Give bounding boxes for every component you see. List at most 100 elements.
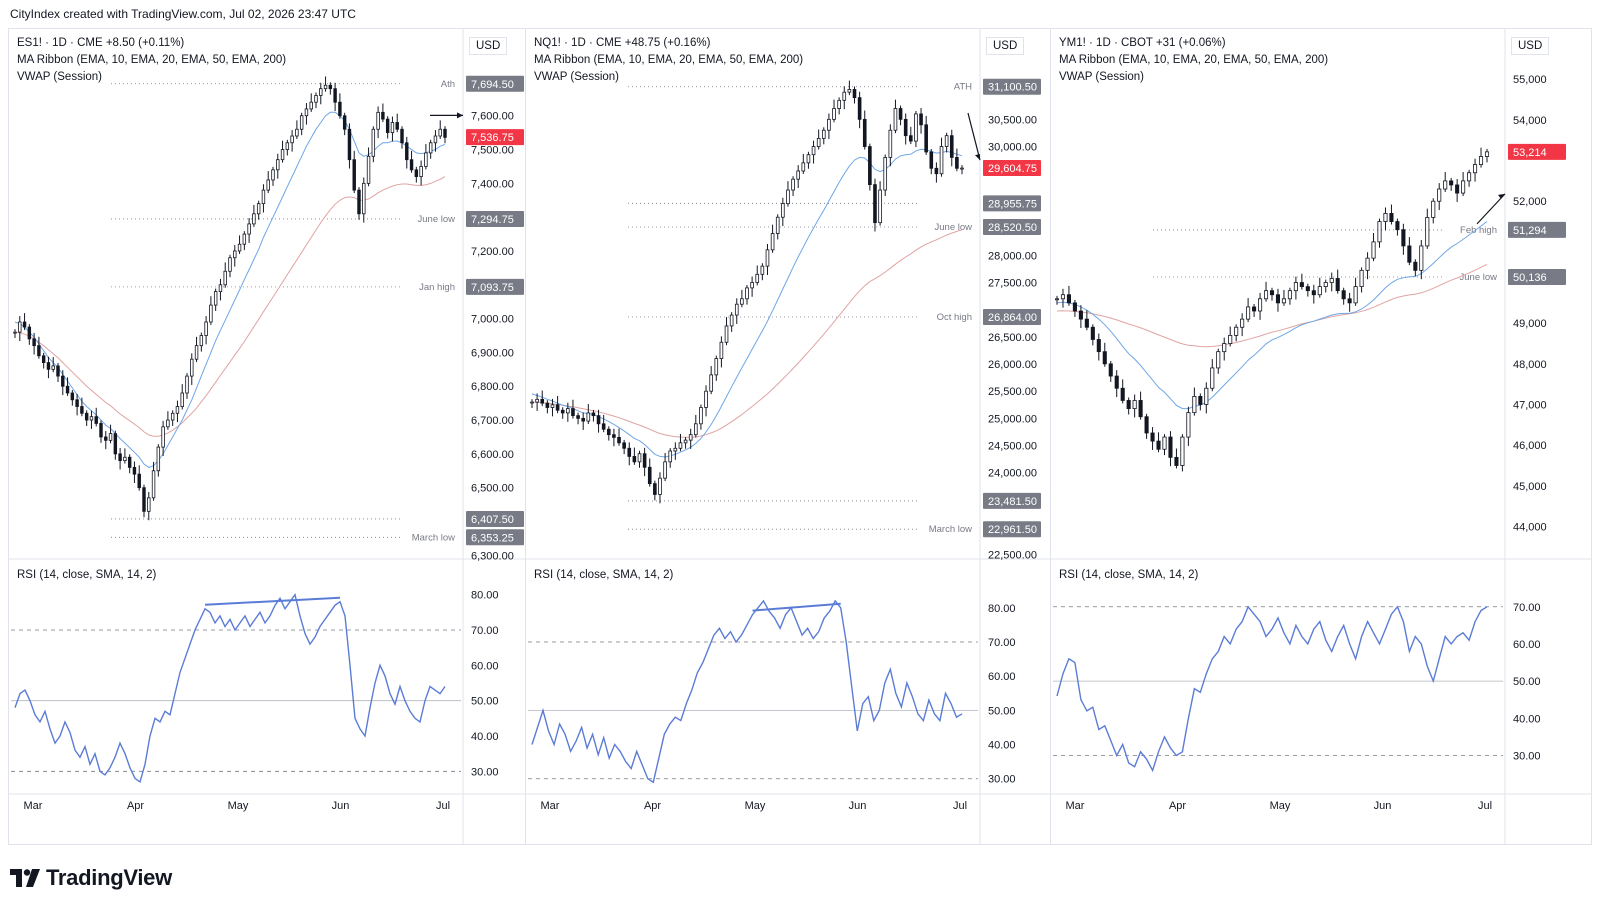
nq-chart-panel[interactable]: NQ1! · 1D · CME +48.75 (+0.16%) MA Ribbo… (525, 28, 1067, 845)
es-symbol-line[interactable]: ES1! · 1D · CME +8.50 (+0.11%) (17, 37, 185, 49)
ym-rsi-tick-label: 70.00 (1513, 602, 1541, 614)
ym-candle (1431, 200, 1436, 218)
nq-rsi-tick-label: 80.00 (988, 603, 1016, 615)
ym-candle (1299, 282, 1304, 288)
nq-y-tick-label: 30,500.00 (988, 114, 1037, 126)
ym-candle (1371, 241, 1376, 259)
footer-brand[interactable]: TradingView (10, 865, 172, 891)
ym-candle (1305, 286, 1310, 292)
nq-candle (796, 170, 800, 180)
ym-candle (1246, 306, 1251, 320)
ym-rsi-label[interactable]: RSI (14, close, SMA, 14, 2) (1059, 569, 1199, 581)
nq-symbol-line[interactable]: NQ1! · 1D · CME +48.75 (+0.16%) (534, 37, 711, 49)
es-y-tick-label: 6,300.00 (471, 550, 514, 562)
es-candle (385, 118, 390, 134)
es-chart-panel[interactable]: ES1! · 1D · CME +8.50 (+0.11%) MA Ribbon… (8, 28, 550, 845)
nq-candle (811, 146, 816, 156)
nq-level-price-label: 23,481.50 (988, 496, 1037, 508)
es-x-month-label: May (228, 800, 249, 812)
ym-candle (1108, 363, 1113, 377)
ym-candle (1425, 217, 1430, 247)
nq-candle (704, 390, 708, 408)
es-y-tick-label: 7,600.00 (471, 111, 514, 123)
es-level-price-box (466, 210, 524, 227)
ym-y-tick-label: 46,000 (1513, 440, 1547, 452)
nq-x-month-label: Jun (849, 800, 867, 812)
es-level-label: March low (412, 532, 455, 543)
es-candle (323, 84, 328, 90)
ym-current-price-label: 53,214 (1513, 147, 1547, 159)
nq-rsi-line (531, 599, 963, 784)
es-legend: ES1! · 1D · CME +8.50 (+0.11%) MA Ribbon… (17, 35, 286, 86)
nq-x-month-label: Apr (644, 800, 661, 812)
ym-candle (1473, 164, 1478, 174)
ym-candle (1395, 221, 1400, 231)
es-level-price-label: 6,407.50 (471, 514, 514, 526)
nq-chart-svg[interactable]: 30,500.00 30,000.00 28,000.00 27,500.00 26,5… (526, 29, 1066, 844)
es-candle (127, 456, 132, 468)
nq-candle (873, 184, 877, 224)
es-candle (400, 128, 404, 144)
nq-candle (893, 108, 898, 131)
ym-candle (1216, 351, 1221, 369)
es-candle (271, 169, 275, 181)
ym-ma-ribbon-label[interactable]: MA Ribbon (EMA, 10, EMA, 20, EMA, 50, EM… (1059, 54, 1329, 66)
es-rsi-label[interactable]: RSI (14, close, SMA, 14, 2) (17, 569, 157, 581)
ym-candle (1401, 229, 1406, 247)
es-level-price-box (466, 529, 524, 546)
ym-chart-panel[interactable]: YM1! · 1D · CBOT +31 (+0.06%) MA Ribbon … (1050, 28, 1592, 845)
nq-candle (724, 325, 729, 343)
ym-candle (1437, 188, 1442, 202)
ym-y-tick-label: 45,000 (1513, 481, 1547, 493)
es-candle (433, 135, 438, 144)
nq-y-tick-label: 25,500.00 (988, 386, 1037, 398)
es-candle (75, 399, 79, 407)
nq-currency-label[interactable]: USD (986, 37, 1025, 55)
tradingview-wordmark: TradingView (46, 865, 172, 890)
ym-ema-slow-line (1056, 263, 1488, 348)
ym-chart-svg[interactable]: 55,000 54,000 52,000 49,000 48,000 47,000 46,0… (1051, 29, 1591, 844)
es-candle (261, 189, 266, 205)
es-candle (319, 88, 323, 96)
nq-level-label: March low (929, 524, 972, 535)
nq-candle (745, 287, 749, 300)
ym-candle (1407, 245, 1412, 263)
ym-y-tick-label: 49,000 (1513, 318, 1547, 330)
ym-arrow-line (1476, 193, 1506, 225)
es-chart-svg[interactable]: 7,600.00 7,500.00 7,400.00 7,200.00 7,000.00… (9, 29, 549, 844)
nq-vwap-label[interactable]: VWAP (Session) (534, 71, 619, 83)
nq-candle (791, 178, 795, 191)
ym-symbol-line[interactable]: YM1! · 1D · CBOT +31 (+0.06%) (1059, 37, 1226, 49)
es-ma-ribbon-label[interactable]: MA Ribbon (EMA, 10, EMA, 20, EMA, 50, EM… (17, 54, 287, 66)
ym-vwap-label[interactable]: VWAP (Session) (1059, 71, 1144, 83)
ym-ema-fast-line (1056, 221, 1488, 410)
nq-candle (617, 436, 621, 444)
es-level-price-label: 7,694.50 (471, 79, 514, 91)
nq-rsi-label[interactable]: RSI (14, close, SMA, 14, 2) (534, 569, 674, 581)
es-candle (185, 375, 189, 394)
es-candle (390, 122, 395, 134)
es-candle (352, 159, 356, 191)
es-candle (342, 115, 347, 130)
nq-candle (806, 154, 811, 164)
ym-candle (1317, 286, 1322, 296)
ym-candle (1090, 326, 1095, 340)
nq-candle (596, 415, 601, 425)
ym-rsi-tick-label: 50.00 (1513, 676, 1541, 688)
ym-candle (1383, 213, 1388, 222)
es-level-price-label: 6,353.25 (471, 532, 514, 544)
es-currency-label[interactable]: USD (469, 37, 508, 55)
nq-candle (955, 157, 959, 169)
ym-candle (1156, 440, 1161, 450)
nq-candle (535, 398, 539, 403)
es-y-tick-label: 7,200.00 (471, 246, 514, 258)
nq-candle (960, 167, 964, 170)
nq-candle (683, 439, 688, 444)
nq-candle (832, 108, 836, 120)
nq-candle (898, 108, 903, 120)
ym-candle (1162, 436, 1167, 450)
ym-candle (1329, 278, 1334, 283)
ym-currency-label[interactable]: USD (1511, 37, 1550, 55)
nq-ma-ribbon-label[interactable]: MA Ribbon (EMA, 10, EMA, 20, EMA, 50, EM… (534, 54, 804, 66)
es-vwap-label[interactable]: VWAP (Session) (17, 71, 102, 83)
